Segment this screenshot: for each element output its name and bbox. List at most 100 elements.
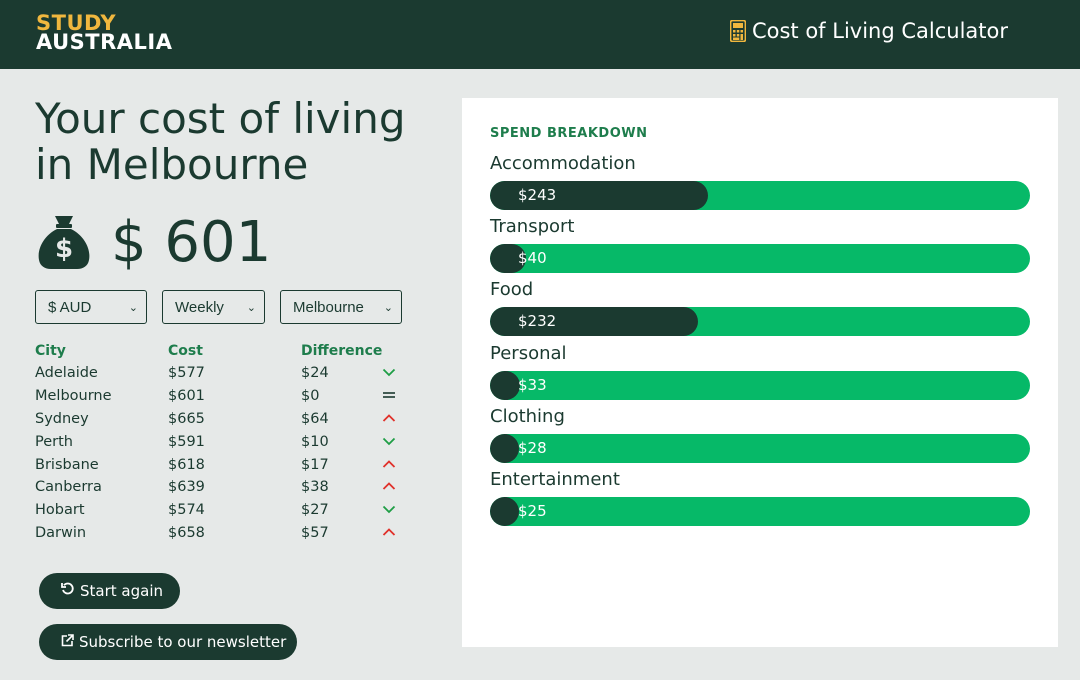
city-select[interactable]: Melbourne ⌄ [280, 290, 402, 324]
currency-select-value: $ AUD [48, 298, 92, 316]
breakdown-bar-track: $232 [490, 307, 1030, 337]
breakdown-value: $40 [518, 249, 547, 268]
difference-cell: $24 [301, 365, 329, 382]
cost-cell: $665 [168, 410, 205, 427]
filter-selects: $ AUD ⌄ Weekly ⌄ Melbourne ⌄ [35, 290, 402, 324]
difference-cell: $57 [301, 524, 329, 541]
column-header-cost: Cost [168, 343, 203, 359]
column-header-city: City [35, 343, 66, 359]
city-cell: Adelaide [35, 365, 98, 382]
breakdown-item: Clothing $28 [490, 406, 1030, 463]
restart-icon [61, 582, 75, 600]
difference-cell: $27 [301, 502, 329, 519]
breakdown-bar-fill [490, 181, 709, 210]
cost-cell: $618 [168, 456, 205, 473]
breakdown-item: Personal $33 [490, 343, 1030, 400]
total-cost: $ $ 601 [35, 210, 271, 275]
page-title: Your cost of living in Melbourne [35, 94, 406, 189]
difference-cell: $38 [301, 479, 329, 496]
top-bar: STUDY AUSTRALIA Cost of Living Calculato… [0, 0, 1080, 69]
cost-cell: $639 [168, 479, 205, 496]
breakdown-bar-track: $40 [490, 244, 1030, 274]
breakdown-item: Food $232 [490, 279, 1030, 337]
calculator-icon [729, 20, 746, 42]
breakdown-value: $25 [518, 502, 547, 520]
breakdown-bar-fill [490, 307, 699, 337]
arrow-down-icon [382, 362, 412, 385]
table-row: Sydney $665 $64 [35, 408, 412, 431]
start-again-button[interactable]: Start again [39, 573, 180, 609]
study-australia-logo[interactable]: STUDY AUSTRALIA [36, 11, 173, 54]
breakdown-label: Entertainment [490, 469, 620, 490]
svg-text:$: $ [55, 234, 73, 264]
period-select-value: Weekly [175, 298, 224, 316]
breakdown-item: Transport $40 [490, 216, 1030, 274]
breakdown-bar-track: $28 [490, 433, 1030, 463]
breakdown-bar-fill [490, 497, 519, 526]
logo-line-2: AUSTRALIA [36, 30, 173, 54]
total-amount: $ 601 [111, 210, 272, 275]
breakdown-label: Transport [490, 216, 575, 238]
period-select[interactable]: Weekly ⌄ [162, 290, 265, 324]
breakdown-label: Food [490, 279, 534, 301]
subscribe-newsletter-button[interactable]: Subscribe to our newsletter [39, 624, 297, 660]
money-bag-icon: $ [35, 212, 93, 274]
logo-line-1: STUDY [36, 11, 117, 35]
city-cell: Canberra [35, 479, 102, 496]
cost-cell: $591 [168, 433, 205, 450]
arrow-down-icon [382, 499, 412, 522]
city-cell: Melbourne [35, 388, 112, 405]
table-row: Brisbane $618 $17 [35, 453, 412, 476]
table-row: Melbourne $601 $0 [35, 385, 412, 408]
spend-breakdown-panel: SPEND BREAKDOWN Accommodation $243 Transpo… [462, 98, 1058, 647]
arrow-up-icon [382, 453, 412, 476]
city-comparison-table: City Cost Difference Adelaide $577 $24 Melb… [35, 340, 412, 544]
breakdown-bar-track: $25 [490, 497, 1030, 526]
start-again-label: Start again [80, 582, 163, 600]
breakdown-bar-fill [490, 433, 519, 463]
chevron-down-icon: ⌄ [128, 301, 138, 314]
breakdown-bar-track: $243 [490, 181, 1030, 210]
arrow-up-icon [382, 408, 412, 431]
breakdown-label: Accommodation [490, 153, 636, 174]
chevron-down-icon: ⌄ [246, 301, 256, 314]
breakdown-label: Personal [490, 342, 567, 364]
table-row: Adelaide $577 $24 [35, 362, 412, 385]
breakdown-value: $232 [518, 312, 557, 331]
arrow-up-icon [382, 522, 412, 545]
breakdown-value: $243 [518, 186, 557, 204]
breakdown-value: $33 [518, 375, 547, 394]
arrow-up-icon [382, 476, 412, 499]
breakdown-item: Accommodation $243 [490, 153, 1030, 210]
city-select-value: Melbourne [293, 298, 364, 316]
arrow-down-icon [382, 430, 412, 453]
city-cell: Perth [35, 433, 73, 450]
table-row: Perth $591 $10 [35, 430, 412, 453]
currency-select[interactable]: $ AUD ⌄ [35, 290, 147, 324]
city-cell: Sydney [35, 410, 89, 427]
city-cell: Darwin [35, 524, 87, 541]
breakdown-bar-fill [490, 244, 526, 274]
cost-cell: $574 [168, 502, 205, 519]
table-row: Canberra $639 $38 [35, 476, 412, 499]
external-link-icon [61, 633, 74, 651]
cost-cell: $658 [168, 524, 205, 541]
table-header-row: City Cost Difference [35, 340, 412, 362]
difference-cell: $17 [301, 456, 329, 473]
column-header-difference: Difference [301, 343, 383, 359]
breakdown-label: Clothing [490, 405, 565, 427]
column-header-trend [382, 340, 412, 362]
breakdown-item: Entertainment $25 [490, 469, 1030, 526]
breakdown-bar-track: $33 [490, 370, 1030, 400]
equal-icon [382, 385, 412, 408]
breakdown-bar-fill [490, 370, 520, 400]
difference-cell: $64 [301, 410, 329, 427]
app-title-text: Cost of Living Calculator [751, 19, 1008, 43]
app-title: Cost of Living Calculator [729, 19, 1008, 43]
breakdown-value: $28 [518, 438, 547, 457]
subscribe-label: Subscribe to our newsletter [79, 633, 287, 651]
chevron-down-icon: ⌄ [383, 301, 393, 314]
table-row: Darwin $658 $57 [35, 522, 412, 545]
cost-cell: $577 [168, 365, 205, 382]
spend-breakdown-title: SPEND BREAKDOWN [490, 126, 648, 141]
